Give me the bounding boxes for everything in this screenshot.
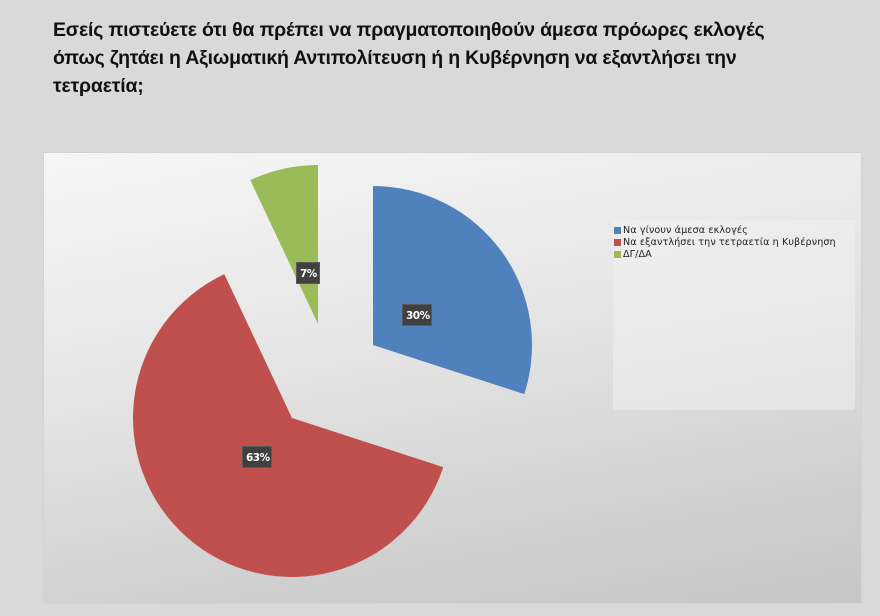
pie-slice-dont-know[interactable] <box>250 165 318 324</box>
legend-item-dont-know[interactable]: ΔΓ/ΔΑ <box>614 248 652 260</box>
legend-label: Να γίνουν άμεσα εκλογές <box>623 224 748 236</box>
legend-swatch-red <box>614 238 621 246</box>
chart-title: Εσείς πιστεύετε ότι θα πρέπει να πραγματ… <box>53 16 853 100</box>
title-line-1: Εσείς πιστεύετε ότι θα πρέπει να πραγματ… <box>53 19 765 41</box>
pie-slice-immediate-elections[interactable] <box>373 186 533 395</box>
legend-swatch-green <box>614 250 621 258</box>
pie-slice-complete-term[interactable] <box>133 274 444 577</box>
legend-item-immediate-elections[interactable]: Να γίνουν άμεσα εκλογές <box>614 224 748 236</box>
chart-area: 30% 63% 7% Να γίνουν άμεσα εκλογές Να εξ… <box>44 153 861 603</box>
data-label-immediate-elections: 30% <box>402 304 432 326</box>
data-label-complete-term: 63% <box>242 446 272 468</box>
title-line-3: τετραετία; <box>53 75 144 97</box>
chart-legend: Να γίνουν άμεσα εκλογές Να εξαντλήσει τη… <box>613 220 855 410</box>
title-line-2: όπως ζητάει η Αξιωματική Αντιπολίτευση ή… <box>53 47 737 69</box>
legend-label: Να εξαντλήσει την τετραετία η Κυβέρνηση <box>623 236 836 248</box>
legend-swatch-blue <box>614 226 621 234</box>
legend-label: ΔΓ/ΔΑ <box>623 248 652 260</box>
pie-chart <box>133 165 533 577</box>
data-label-dont-know: 7% <box>296 262 320 284</box>
legend-item-complete-term[interactable]: Να εξαντλήσει την τετραετία η Κυβέρνηση <box>614 236 836 248</box>
